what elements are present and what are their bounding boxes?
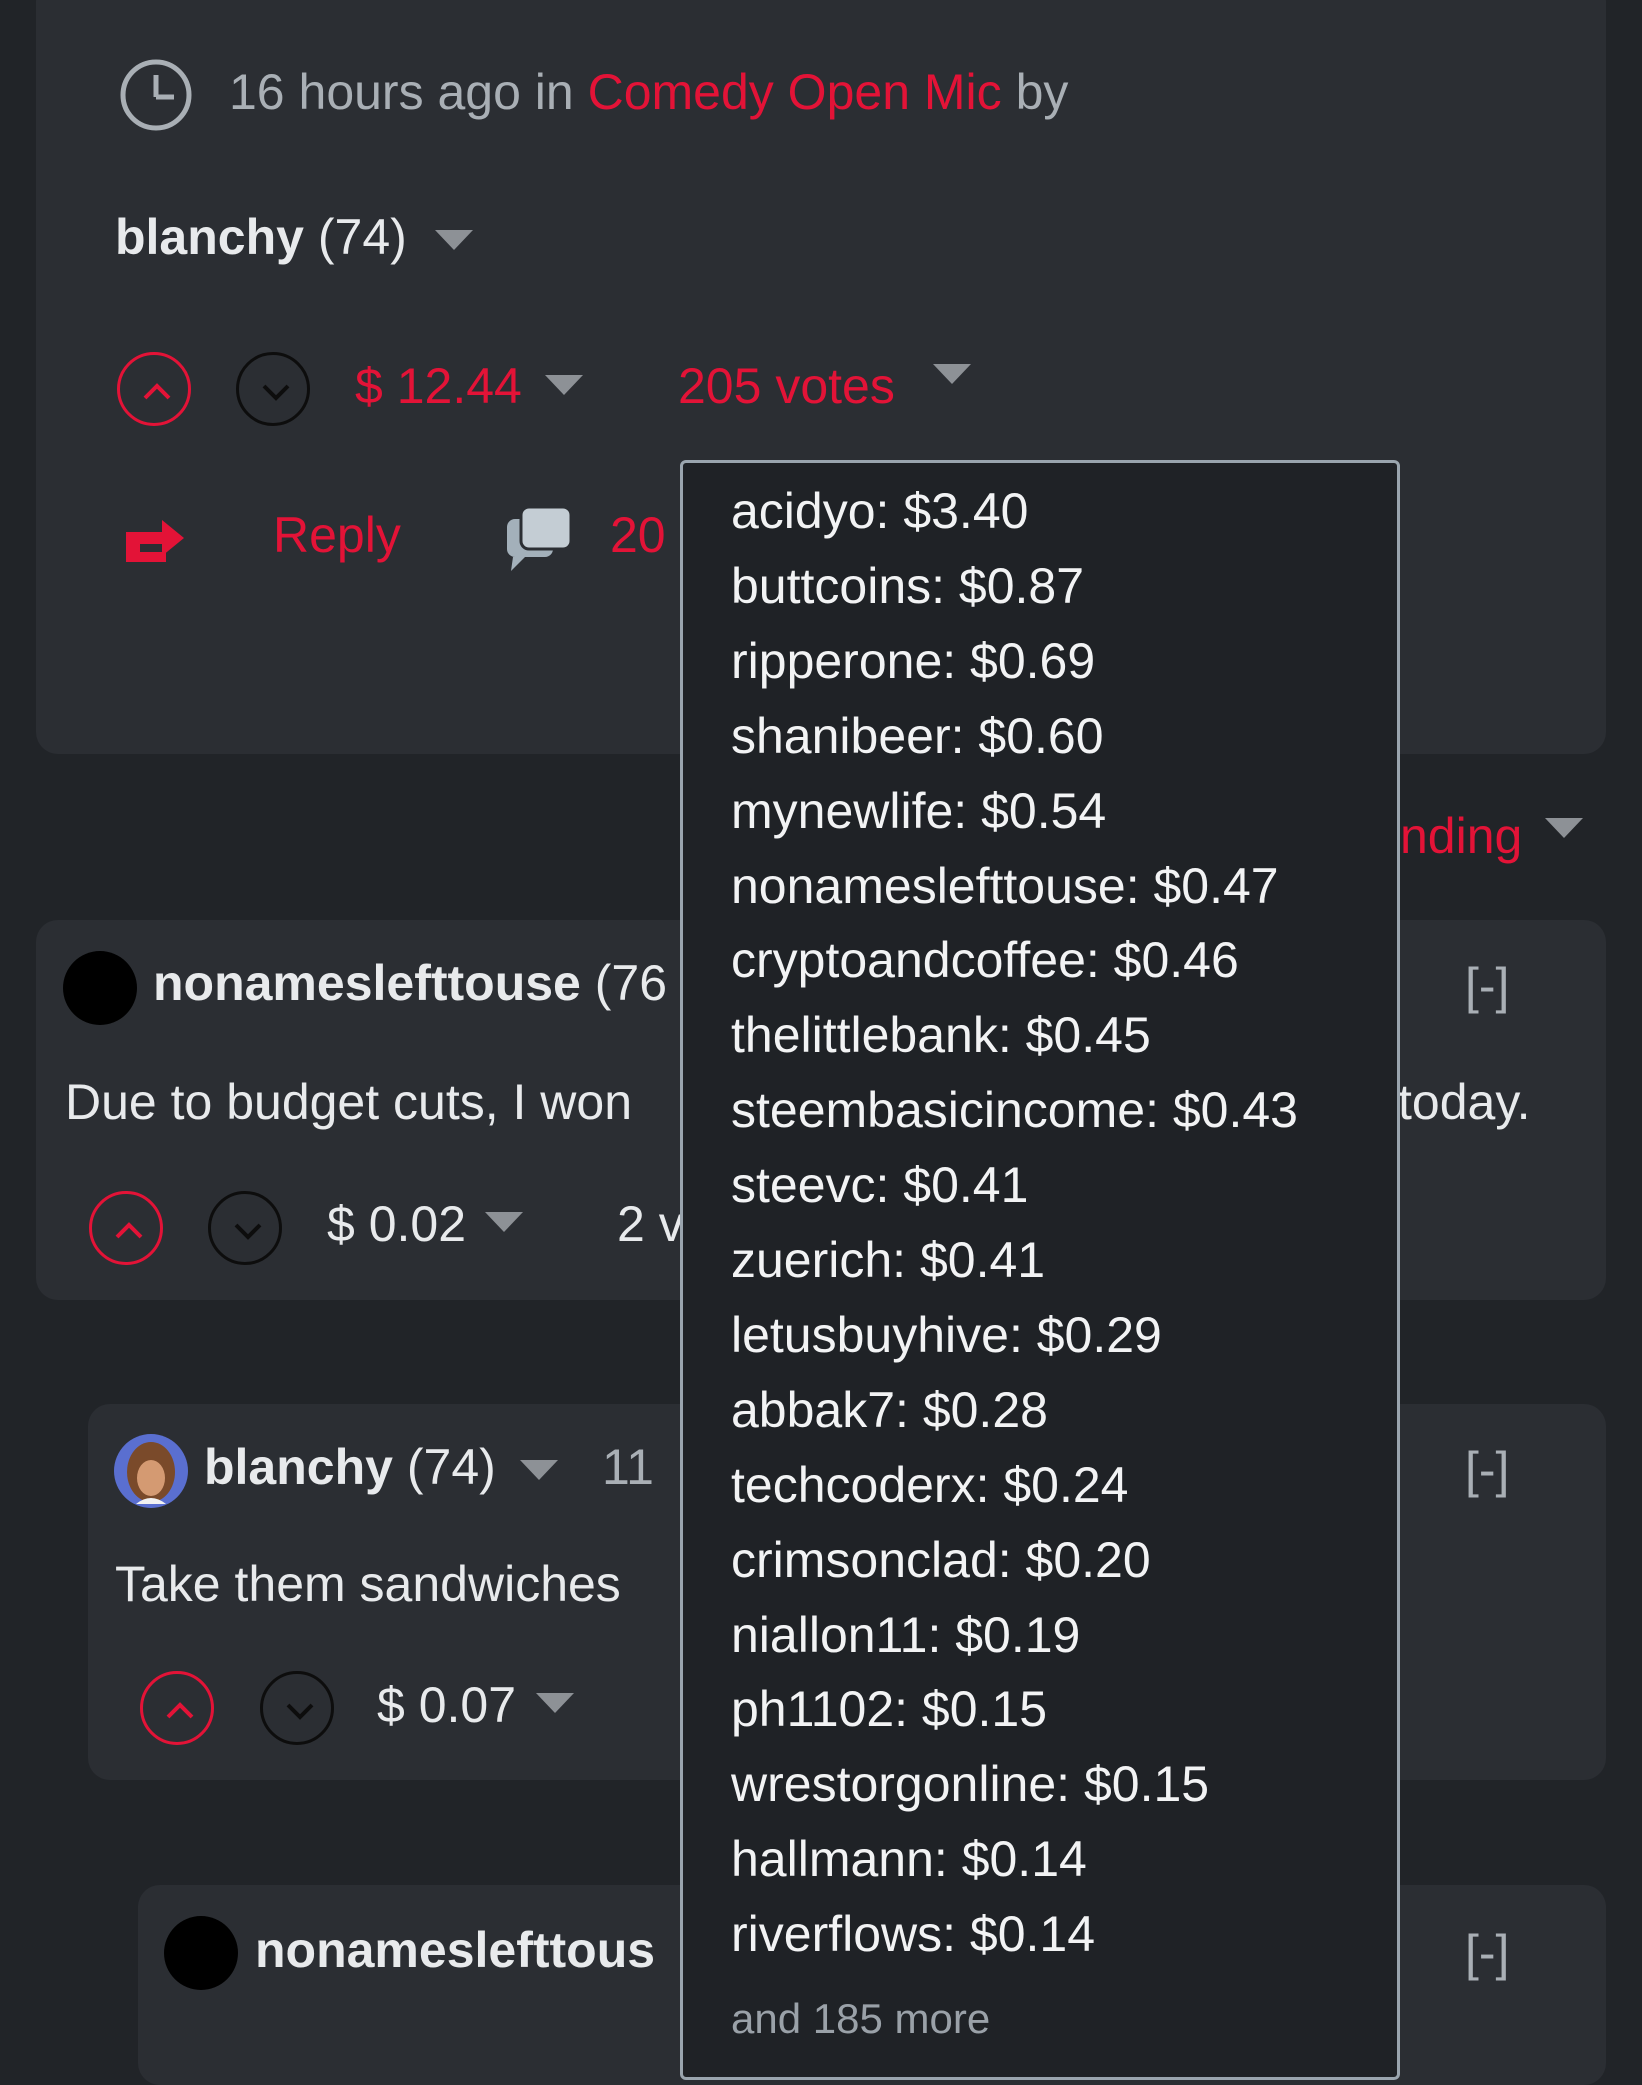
- comment-body-end: today.: [1398, 1074, 1531, 1130]
- voter-item[interactable]: steembasicincome: $0.43: [731, 1082, 1298, 1139]
- chevron-down-icon: [286, 1703, 314, 1720]
- upvote-button[interactable]: [117, 352, 191, 426]
- collapse-button[interactable]: [-]: [1465, 1925, 1510, 1981]
- author-name[interactable]: nonameslefttouse: [153, 955, 581, 1011]
- comment-author[interactable]: nonameslefttous: [255, 1920, 655, 1980]
- voter-item[interactable]: wrestorgonline: $0.15: [731, 1756, 1210, 1813]
- voter-item[interactable]: thelittlebank: $0.45: [731, 1007, 1151, 1064]
- author-reputation: (74): [317, 209, 407, 265]
- clock-icon: [120, 59, 192, 131]
- comments-icon[interactable]: [503, 503, 575, 573]
- comment-time: 11: [602, 1439, 654, 1495]
- voter-item[interactable]: riverflows: $0.14: [731, 1906, 1096, 1963]
- voter-item[interactable]: mynewlife: $0.54: [731, 782, 1107, 839]
- comment-body: Take them sandwiches: [115, 1556, 621, 1612]
- author-reputation: (76: [594, 955, 668, 1011]
- author-reputation: (74): [406, 1439, 496, 1495]
- post-time: 16 hours ago in: [229, 64, 574, 120]
- voter-item[interactable]: techcoderx: $0.24: [731, 1456, 1129, 1513]
- votes-caret[interactable]: [933, 364, 971, 384]
- payout-value[interactable]: $ 0.02: [327, 1196, 467, 1252]
- payout-value[interactable]: $ 12.44: [355, 358, 522, 414]
- author-menu-caret[interactable]: [520, 1460, 558, 1480]
- comments-count[interactable]: 20: [610, 507, 666, 563]
- reblog-icon[interactable]: [122, 512, 188, 564]
- sort-selector[interactable]: nding: [1400, 808, 1523, 864]
- post-meta: 16 hours ago in Comedy Open Mic by: [229, 62, 1068, 122]
- comment-author[interactable]: nonameslefttouse (76: [153, 953, 667, 1013]
- chevron-up-icon: [143, 383, 171, 400]
- chevron-up-icon: [166, 1702, 194, 1719]
- payout-value[interactable]: $ 0.07: [377, 1677, 517, 1733]
- downvote-button[interactable]: [208, 1191, 282, 1265]
- voter-item[interactable]: acidyo: $3.40: [731, 483, 1029, 539]
- votes-count[interactable]: 2 v: [617, 1196, 684, 1252]
- collapse-button[interactable]: [-]: [1465, 1442, 1510, 1498]
- comment-body: Due to budget cuts, I won: [65, 1074, 633, 1130]
- voter-item[interactable]: niallon11: $0.19: [731, 1606, 1081, 1663]
- author-menu-caret[interactable]: [435, 230, 473, 250]
- voter-item[interactable]: ph1102: $0.15: [731, 1681, 1048, 1738]
- payout-caret[interactable]: [536, 1693, 574, 1713]
- voter-item[interactable]: nonameslefttouse: $0.47: [731, 857, 1279, 914]
- comment-author[interactable]: blanchy (74): [204, 1437, 496, 1497]
- downvote-button[interactable]: [260, 1671, 334, 1745]
- voter-item[interactable]: steevc: $0.41: [731, 1157, 1029, 1214]
- avatar[interactable]: [164, 1916, 238, 1990]
- community-link[interactable]: Comedy Open Mic: [587, 64, 1002, 120]
- by-label: by: [1015, 64, 1069, 120]
- downvote-button[interactable]: [236, 352, 310, 426]
- upvote-button[interactable]: [89, 1191, 163, 1265]
- voter-item[interactable]: crimsonclad: $0.20: [731, 1531, 1151, 1588]
- author-name[interactable]: blanchy: [115, 209, 304, 265]
- voter-item[interactable]: ripperone: $0.69: [731, 632, 1096, 689]
- voter-item[interactable]: cryptoandcoffee: $0.46: [731, 932, 1239, 989]
- voter-item[interactable]: abbak7: $0.28: [731, 1381, 1048, 1438]
- payout-caret[interactable]: [545, 375, 583, 395]
- voter-item[interactable]: letusbuyhive: $0.29: [731, 1306, 1162, 1363]
- payout-caret[interactable]: [485, 1212, 523, 1232]
- voter-item[interactable]: shanibeer: $0.60: [731, 707, 1104, 764]
- more-voters-label: and 185 more: [731, 1995, 991, 2042]
- reply-button[interactable]: Reply: [273, 507, 401, 563]
- collapse-button[interactable]: [-]: [1465, 958, 1510, 1014]
- votes-count[interactable]: 205 votes: [678, 358, 895, 414]
- voters-tooltip: acidyo: $3.40 buttcoins: $0.87 ripperone: …: [680, 460, 1400, 2080]
- post-author[interactable]: blanchy (74): [115, 207, 407, 267]
- chevron-down-icon: [262, 384, 290, 401]
- upvote-button[interactable]: [140, 1671, 214, 1745]
- voter-item[interactable]: hallmann: $0.14: [731, 1831, 1087, 1888]
- voter-item[interactable]: zuerich: $0.41: [731, 1232, 1046, 1288]
- author-name[interactable]: nonameslefttous: [255, 1922, 656, 1978]
- sort-caret[interactable]: [1545, 818, 1583, 838]
- voter-item[interactable]: buttcoins: $0.87: [731, 557, 1085, 614]
- avatar[interactable]: [63, 951, 137, 1025]
- chevron-down-icon: [234, 1223, 262, 1240]
- author-name[interactable]: blanchy: [204, 1439, 393, 1495]
- avatar[interactable]: [114, 1434, 188, 1508]
- chevron-up-icon: [115, 1222, 143, 1239]
